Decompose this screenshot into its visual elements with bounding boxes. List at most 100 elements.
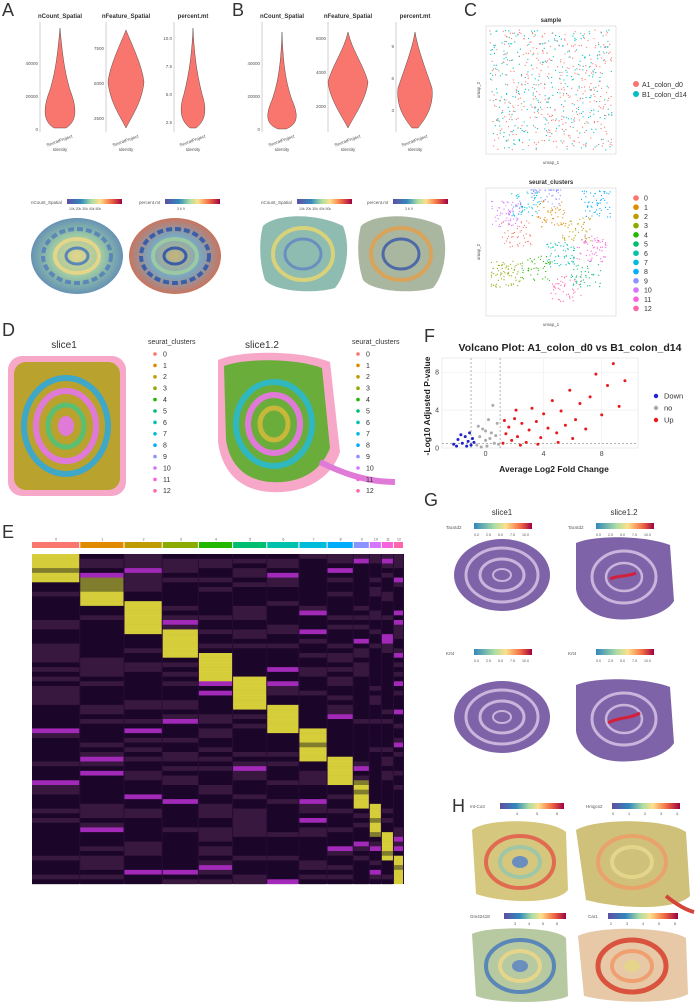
heat-cell	[124, 799, 162, 805]
umap-point	[553, 189, 555, 191]
umap-point	[576, 275, 578, 277]
umap-point	[551, 283, 554, 285]
umap-point	[507, 209, 510, 211]
umap-point	[580, 38, 582, 40]
heat-cell	[80, 681, 124, 687]
umap-point	[528, 267, 530, 269]
volcano-point-down	[469, 443, 473, 447]
heat-cell	[124, 629, 162, 635]
heat-cell	[267, 568, 299, 574]
umap-point	[604, 46, 606, 48]
tick-label: 2.5	[608, 533, 613, 537]
umap-point	[572, 300, 574, 302]
legend-swatch	[356, 375, 360, 379]
heat-cell	[80, 794, 124, 800]
umap-point	[525, 233, 527, 235]
heat-cell	[327, 785, 353, 790]
umap-point	[567, 51, 569, 53]
umap-point	[532, 32, 534, 35]
panel-f-label: F	[424, 326, 435, 346]
tick-label: 0	[35, 127, 38, 132]
tick-label: SeuratProject	[46, 133, 74, 147]
legend-item: 7	[644, 260, 648, 267]
volcano-point-no	[479, 445, 483, 449]
heat-cell	[299, 756, 327, 762]
umap-point	[569, 257, 571, 260]
umap-point	[593, 122, 596, 124]
heat-cell	[327, 653, 353, 658]
umap-point	[609, 143, 611, 145]
umap-point	[601, 72, 603, 75]
heat-cell	[198, 742, 233, 748]
umap-point	[509, 32, 511, 34]
umap-point	[593, 93, 595, 96]
legend-item: 4	[366, 397, 370, 404]
umap-point	[599, 76, 601, 79]
heat-cell	[353, 671, 369, 677]
heat-cell	[381, 879, 393, 885]
umap-point	[526, 240, 529, 243]
umap-point	[530, 244, 532, 246]
umap-point	[543, 200, 545, 202]
umap-point	[605, 149, 607, 151]
legend-item: 4	[163, 397, 167, 404]
heat-cell	[327, 747, 353, 753]
umap-point	[491, 69, 493, 72]
umap-point	[594, 47, 596, 49]
umap-point	[498, 137, 500, 139]
umap-point	[513, 269, 516, 271]
heat-cell	[327, 775, 353, 781]
heat-cell	[393, 737, 403, 743]
heat-cell	[381, 855, 393, 861]
umap-point	[599, 100, 601, 103]
heat-cell	[369, 719, 381, 724]
umap-point	[536, 91, 538, 93]
umap-point	[492, 284, 494, 286]
heat-cell	[198, 719, 233, 724]
umap-point	[521, 109, 523, 111]
heat-cell	[80, 780, 124, 786]
umap-point	[552, 194, 554, 197]
umap-point	[565, 255, 567, 258]
heat-cell	[233, 620, 267, 625]
heat-cell	[353, 634, 369, 640]
umap-point	[516, 194, 518, 197]
legend-item: A1_colon_d0	[642, 82, 683, 89]
heat-cell	[393, 634, 403, 640]
heat-cell	[267, 742, 299, 748]
umap-point	[498, 264, 501, 267]
umap-point	[598, 143, 600, 146]
umap-point	[497, 118, 499, 120]
heat-cell	[124, 808, 162, 814]
umap-point	[574, 69, 576, 71]
umap-point	[506, 238, 509, 240]
heat-cell	[80, 742, 124, 748]
umap-point	[578, 74, 580, 76]
umap-point	[598, 240, 600, 243]
heat-cell	[80, 700, 124, 706]
umap-point	[588, 201, 590, 203]
umap-point	[575, 282, 577, 284]
umap-point	[548, 73, 550, 75]
heat-cell	[80, 874, 124, 880]
umap-point	[600, 96, 602, 98]
heat-cell	[32, 714, 80, 720]
legend-item: 0	[644, 196, 648, 203]
umap-point	[610, 104, 612, 106]
heat-cell	[162, 700, 198, 706]
heat-cell	[369, 813, 381, 819]
umap-point	[507, 268, 509, 270]
umap-point	[549, 135, 551, 138]
heat-cell	[32, 742, 80, 748]
umap-point	[539, 258, 542, 261]
umap-point	[504, 272, 506, 274]
heat-cell	[233, 728, 267, 734]
umap-point	[548, 189, 550, 191]
umap-point	[533, 267, 535, 270]
umap-point	[494, 44, 496, 46]
heat-cell	[369, 610, 381, 616]
heat-cell	[198, 775, 233, 781]
umap-point	[591, 235, 593, 237]
umap-point	[537, 267, 539, 269]
